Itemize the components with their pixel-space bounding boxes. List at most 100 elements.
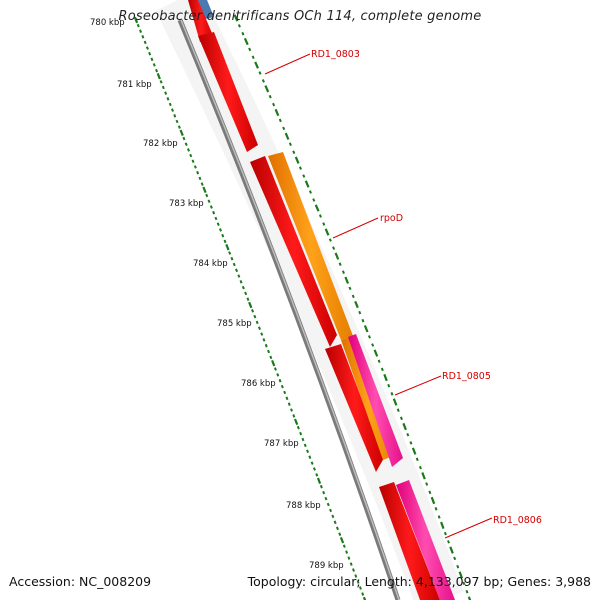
minor-tick (287, 402, 291, 406)
minor-tick (264, 343, 268, 348)
minor-tick (331, 514, 335, 519)
minor-tick (428, 490, 432, 495)
minor-tick (406, 432, 410, 437)
gene-arrow-rd1-0806 (396, 480, 455, 600)
genome-summary-text: Topology: circular; Length: 4,133,097 bp… (247, 574, 591, 589)
minor-tick (145, 46, 149, 50)
minor-tick (354, 574, 358, 578)
minor-tick (299, 431, 303, 436)
minor-tick (361, 592, 365, 596)
minor-tick (216, 222, 220, 226)
minor-tick (358, 310, 362, 315)
major-tick (156, 72, 161, 80)
minor-tick (170, 108, 175, 112)
minor-tick (282, 126, 286, 131)
minor-tick (262, 338, 266, 342)
minor-tick (214, 216, 218, 221)
minor-tick (173, 114, 177, 118)
minor-tick (272, 102, 276, 107)
gene-label-rd1-0805: RD1_0805 (442, 371, 491, 382)
minor-tick (139, 29, 143, 33)
major-tick (458, 571, 464, 579)
gene-label-rd1-0803: RD1_0803 (311, 49, 360, 60)
minor-tick (434, 507, 438, 511)
leader-line-rpod (332, 217, 379, 239)
minor-tick (228, 251, 232, 255)
major-tick (274, 108, 280, 117)
outer-strand-genes (268, 152, 455, 600)
tick-label-789: 789 kbp (309, 561, 344, 571)
major-tick (254, 61, 260, 69)
minor-tick (251, 55, 255, 60)
minor-tick (341, 270, 345, 274)
minor-tick (269, 355, 273, 360)
minor-tick (246, 297, 250, 301)
gene-arrow-rd1-0803 (198, 32, 258, 152)
minor-tick (205, 193, 209, 198)
minor-tick (335, 526, 339, 531)
minor-tick (333, 520, 337, 525)
minor-tick (443, 531, 447, 536)
minor-tick (221, 233, 225, 238)
minor-tick (283, 390, 287, 395)
minor-tick (241, 31, 245, 36)
major-tick (411, 447, 417, 455)
minor-tick (251, 309, 255, 313)
minor-tick (315, 473, 319, 477)
minor-tick (437, 515, 441, 519)
minor-tick (292, 150, 296, 154)
minor-tick (310, 461, 314, 465)
gene-arrow-red-3 (325, 344, 384, 472)
minor-tick (425, 482, 429, 486)
tick-label-bg (86, 14, 124, 25)
gene-labels: RD1_0803 rpoD RD1_0805 RD1_0806 (264, 49, 542, 539)
minor-tick (338, 532, 342, 536)
major-tick (402, 422, 407, 431)
minor-tick (177, 125, 181, 129)
major-tick (430, 496, 436, 505)
minor-tick (280, 384, 284, 389)
minor-tick (253, 314, 257, 319)
minor-tick (290, 408, 293, 412)
minor-tick (318, 214, 322, 218)
tick-label-781: 781 kbp (117, 80, 152, 90)
gene-arrow-rd1-0805 (348, 334, 403, 467)
major-tick (248, 301, 253, 309)
major-tick (467, 596, 472, 600)
minor-tick (356, 580, 360, 584)
map-title: Roseobacter denitrificans OCh 114, compl… (118, 9, 482, 24)
minor-tick (399, 416, 403, 421)
minor-tick (371, 343, 375, 347)
major-tick (316, 477, 322, 484)
major-tick (179, 129, 184, 137)
minor-tick (218, 228, 223, 232)
minor-tick (312, 467, 316, 471)
minor-tick (161, 85, 165, 90)
major-tick (334, 252, 340, 260)
major-tick (225, 243, 230, 251)
major-tick (233, 14, 239, 22)
minor-tick (465, 589, 469, 594)
tick-label-786: 786 kbp (241, 379, 276, 389)
major-tick (293, 418, 299, 426)
minor-tick (322, 222, 326, 226)
leader-line-rd1-0806 (444, 517, 493, 539)
major-tick (373, 349, 379, 357)
scale-track (133, 16, 367, 600)
major-tick (449, 546, 454, 554)
minor-tick (257, 326, 261, 330)
minor-tick (447, 540, 450, 544)
minor-tick (159, 80, 163, 84)
minor-tick (255, 320, 259, 325)
tick-label-782: 782 kbp (143, 139, 178, 149)
minor-tick (396, 408, 400, 412)
minor-tick (319, 484, 323, 489)
leader-line-rd1-0803 (264, 53, 311, 75)
minor-tick (182, 136, 186, 141)
minor-tick (232, 262, 236, 267)
minor-tick (164, 91, 168, 95)
major-tick (354, 300, 359, 309)
minor-tick (324, 496, 328, 501)
minor-tick (338, 262, 342, 266)
minor-tick (308, 190, 312, 194)
